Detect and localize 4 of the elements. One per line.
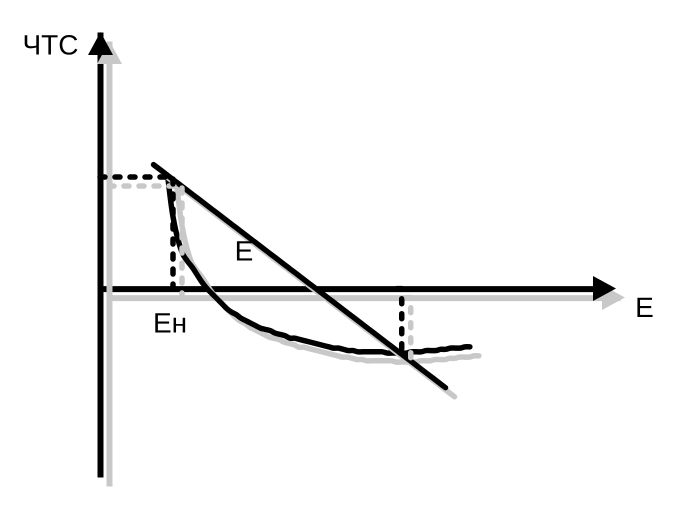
series-label: E [234, 235, 254, 266]
y-axis-title: ЧТС [22, 30, 78, 60]
annotation: Eн [152, 308, 188, 339]
x-axis-title: E [635, 292, 654, 324]
